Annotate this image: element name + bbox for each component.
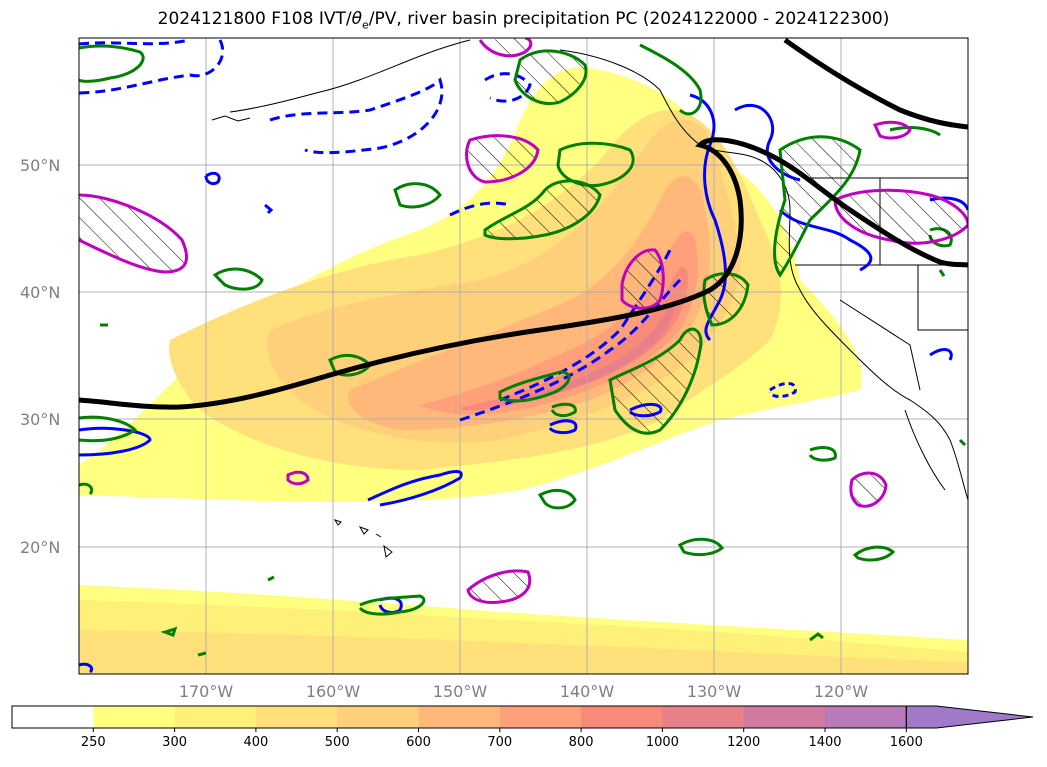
colorbar-label: 800 xyxy=(569,735,594,750)
colorbar-label: 250 xyxy=(81,735,106,750)
theta-e-contours xyxy=(79,38,968,410)
longitude-labels: 170°W 160°W 150°W 140°W 130°W 120°W xyxy=(179,682,869,701)
colorbar-outline xyxy=(11,705,907,729)
lat-label: 40°N xyxy=(20,283,60,302)
map-panel xyxy=(79,38,968,674)
colorbar-segment xyxy=(174,706,257,728)
lon-label: 150°W xyxy=(433,682,488,701)
colorbar-label: 1000 xyxy=(646,735,679,750)
colorbar-label: 700 xyxy=(487,735,512,750)
colorbar-label: 600 xyxy=(406,735,431,750)
colorbar-segment xyxy=(662,706,745,728)
lon-label: 130°W xyxy=(687,682,742,701)
lon-label: 120°W xyxy=(814,682,869,701)
ivt-colorbar: 250 300 400 500 600 700 800 1000 1200 1400 1600 xyxy=(11,705,1034,750)
colorbar-label: 400 xyxy=(243,735,268,750)
colorbar-segment xyxy=(337,706,419,728)
colorbar-segment xyxy=(825,706,907,728)
map-title: 2024121800 F108 IVT/θe/PV, river basin p… xyxy=(157,9,890,32)
colorbar-segment xyxy=(743,706,826,728)
colorbar-segment xyxy=(255,706,338,728)
lon-label: 140°W xyxy=(560,682,615,701)
ivt-southern-band xyxy=(79,585,968,674)
lon-label: 170°W xyxy=(179,682,234,701)
colorbar-segment xyxy=(581,706,663,728)
colorbar-segment xyxy=(418,706,501,728)
colorbar-label: 1600 xyxy=(890,735,923,750)
colorbar-extension xyxy=(905,705,1034,729)
lat-label: 50°N xyxy=(20,156,60,175)
precip-pc-contours xyxy=(79,38,968,604)
colorbar-segment xyxy=(499,706,582,728)
map-frame xyxy=(78,37,969,675)
lat-label: 20°N xyxy=(20,538,60,557)
pv-blue-contours xyxy=(79,38,968,674)
colorbar-segment xyxy=(93,706,176,728)
latitude-labels: 50°N 40°N 30°N 20°N xyxy=(20,156,60,557)
lat-label: 30°N xyxy=(20,410,60,429)
colorbar-label: 300 xyxy=(162,735,187,750)
colorbar-label: 1400 xyxy=(808,735,841,750)
colorbar-label: 1200 xyxy=(727,735,760,750)
colorbar-label: 500 xyxy=(325,735,350,750)
colorbar-segment xyxy=(12,706,94,728)
lon-label: 160°W xyxy=(306,682,361,701)
